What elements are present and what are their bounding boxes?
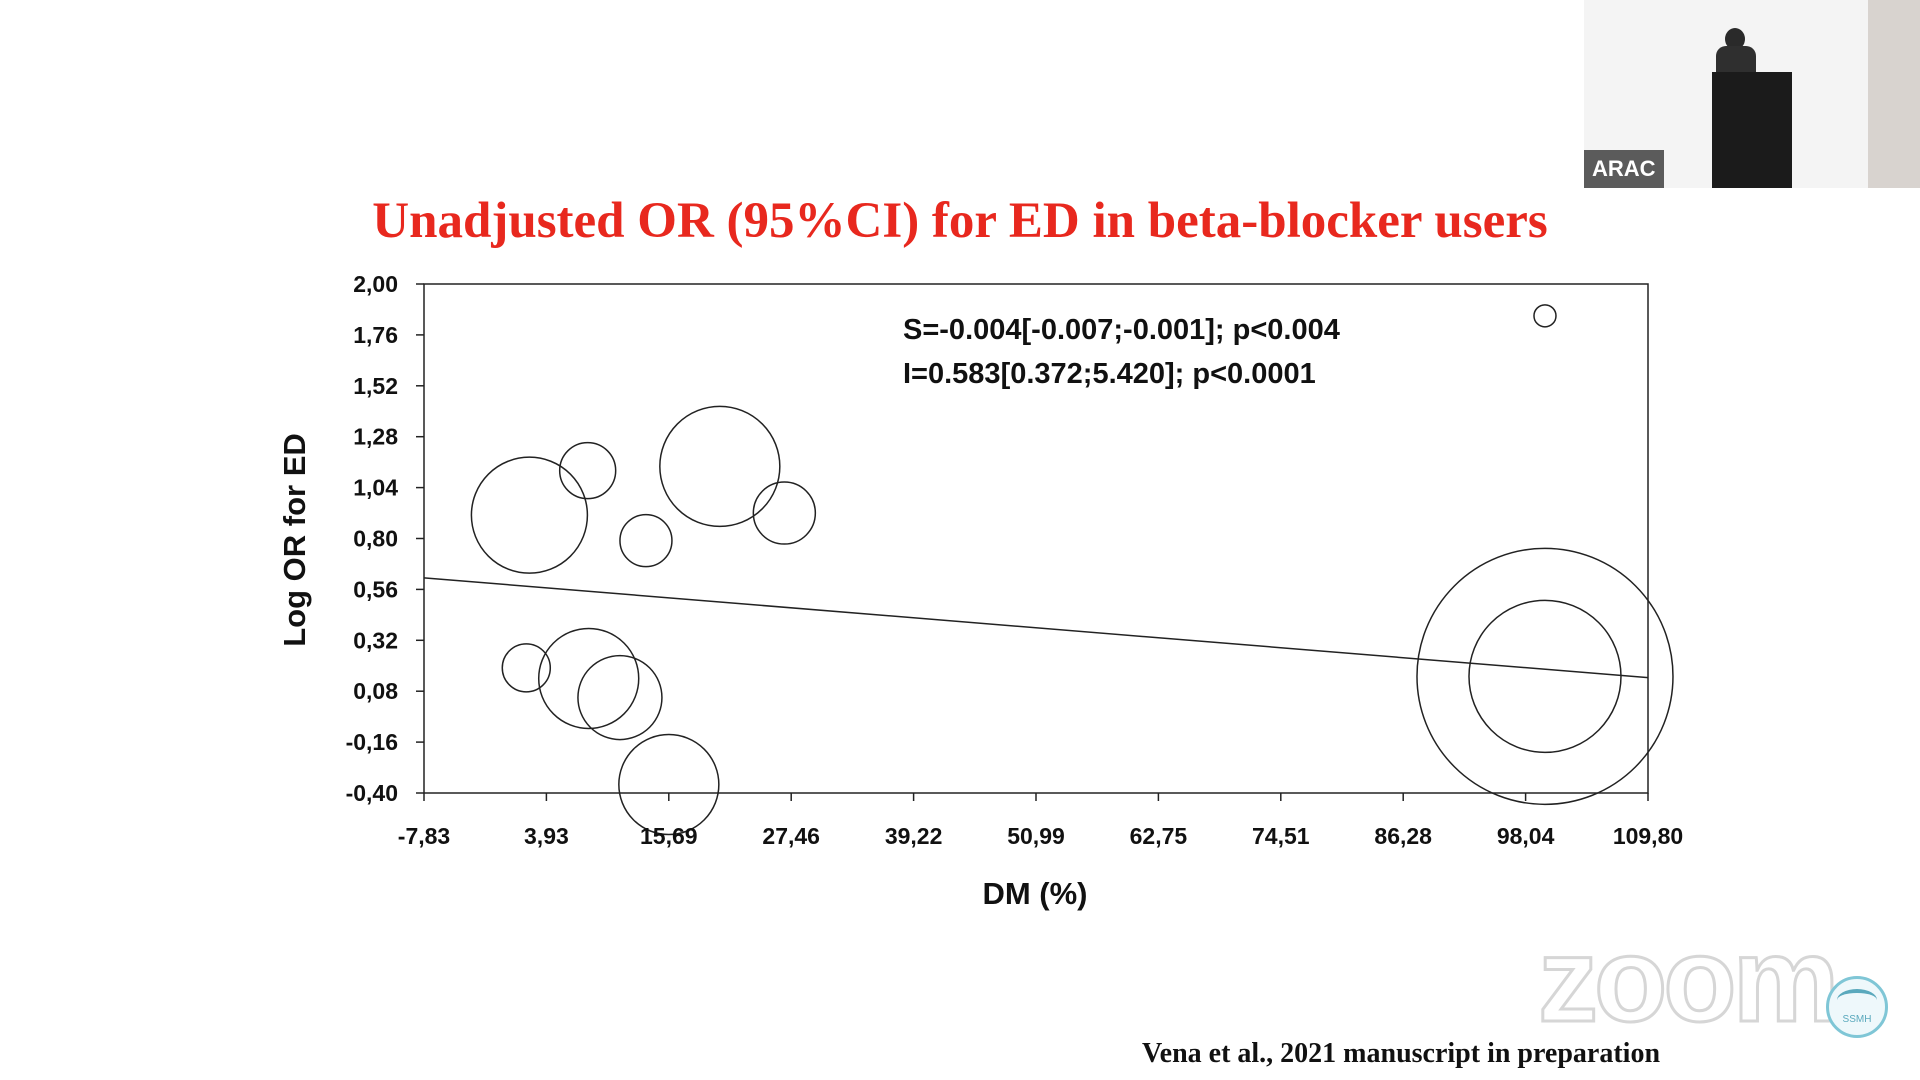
- x-axis-label: DM (%): [982, 876, 1087, 911]
- annotation-intercept: I=0.583[0.372;5.420]; p<0.0001: [903, 358, 1316, 390]
- speaker-video-thumbnail[interactable]: ARAC: [1584, 0, 1920, 188]
- x-tick-label: 98,04: [1497, 823, 1555, 849]
- x-tick-label: 86,28: [1374, 823, 1432, 849]
- y-tick-label: -0,40: [346, 780, 398, 806]
- data-point: [537, 627, 640, 730]
- regression-line: [423, 577, 1649, 679]
- x-tick-label: 62,75: [1130, 823, 1188, 849]
- data-point: [659, 405, 781, 528]
- data-point: [1416, 547, 1674, 806]
- x-tick-label: 74,51: [1252, 823, 1310, 849]
- y-tick-label: 1,76: [353, 322, 398, 348]
- data-points: [470, 304, 1674, 836]
- y-tick-label: 0,08: [353, 678, 398, 704]
- x-tick-label: 39,22: [885, 823, 943, 849]
- logo-text: SSMH: [1842, 1014, 1872, 1025]
- y-axis-ticks: 2,00 1,76 1,52 1,28 1,04 0,80 0,56 0,32 0,08 -0,1…: [346, 271, 424, 806]
- x-axis-ticks: -7,83 3,93 15,69 27,46 39,22 50,99 62,75 74,51 8…: [398, 793, 1683, 849]
- citation: Vena et al., 2021 manuscript in preparat…: [1142, 1038, 1661, 1069]
- slide-title: Unadjusted OR (95%CI) for ED in beta-blo…: [372, 193, 1548, 249]
- speaker-head: [1725, 28, 1745, 50]
- y-tick-label: 1,04: [353, 475, 398, 501]
- podium: [1712, 72, 1792, 188]
- y-tick-label: -0,16: [346, 729, 398, 755]
- data-point: [1533, 304, 1557, 328]
- zoom-watermark: zoom: [1536, 913, 1840, 1047]
- data-point: [752, 481, 817, 545]
- data-point: [470, 456, 589, 574]
- y-tick-label: 0,56: [353, 576, 398, 602]
- data-point: [618, 733, 720, 836]
- logo-swoosh-icon: [1837, 989, 1877, 1011]
- data-point: [577, 654, 663, 741]
- x-tick-label: -7,83: [398, 823, 450, 849]
- ssmh-logo: SSMH: [1826, 976, 1888, 1038]
- x-tick-label: 3,93: [524, 823, 569, 849]
- y-tick-label: 1,28: [353, 424, 398, 450]
- y-tick-label: 0,32: [353, 627, 398, 653]
- data-point: [558, 441, 617, 500]
- annotation-slope: S=-0.004[-0.007;-0.001]; p<0.004: [903, 314, 1340, 346]
- data-point: [1468, 599, 1622, 754]
- y-tick-label: 1,52: [353, 373, 398, 399]
- x-tick-label: 109,80: [1613, 823, 1683, 849]
- wall: [1868, 0, 1920, 188]
- y-tick-label: 0,80: [353, 526, 398, 552]
- data-point: [501, 643, 552, 693]
- data-point: [619, 513, 673, 568]
- video-name-tag: ARAC: [1584, 150, 1664, 188]
- y-axis-label: Log OR for ED: [277, 433, 312, 647]
- x-tick-label: 50,99: [1007, 823, 1065, 849]
- regression-layer: [423, 577, 1649, 679]
- y-tick-label: 2,00: [353, 271, 398, 297]
- x-tick-label: 15,69: [640, 823, 698, 849]
- x-tick-label: 27,46: [762, 823, 820, 849]
